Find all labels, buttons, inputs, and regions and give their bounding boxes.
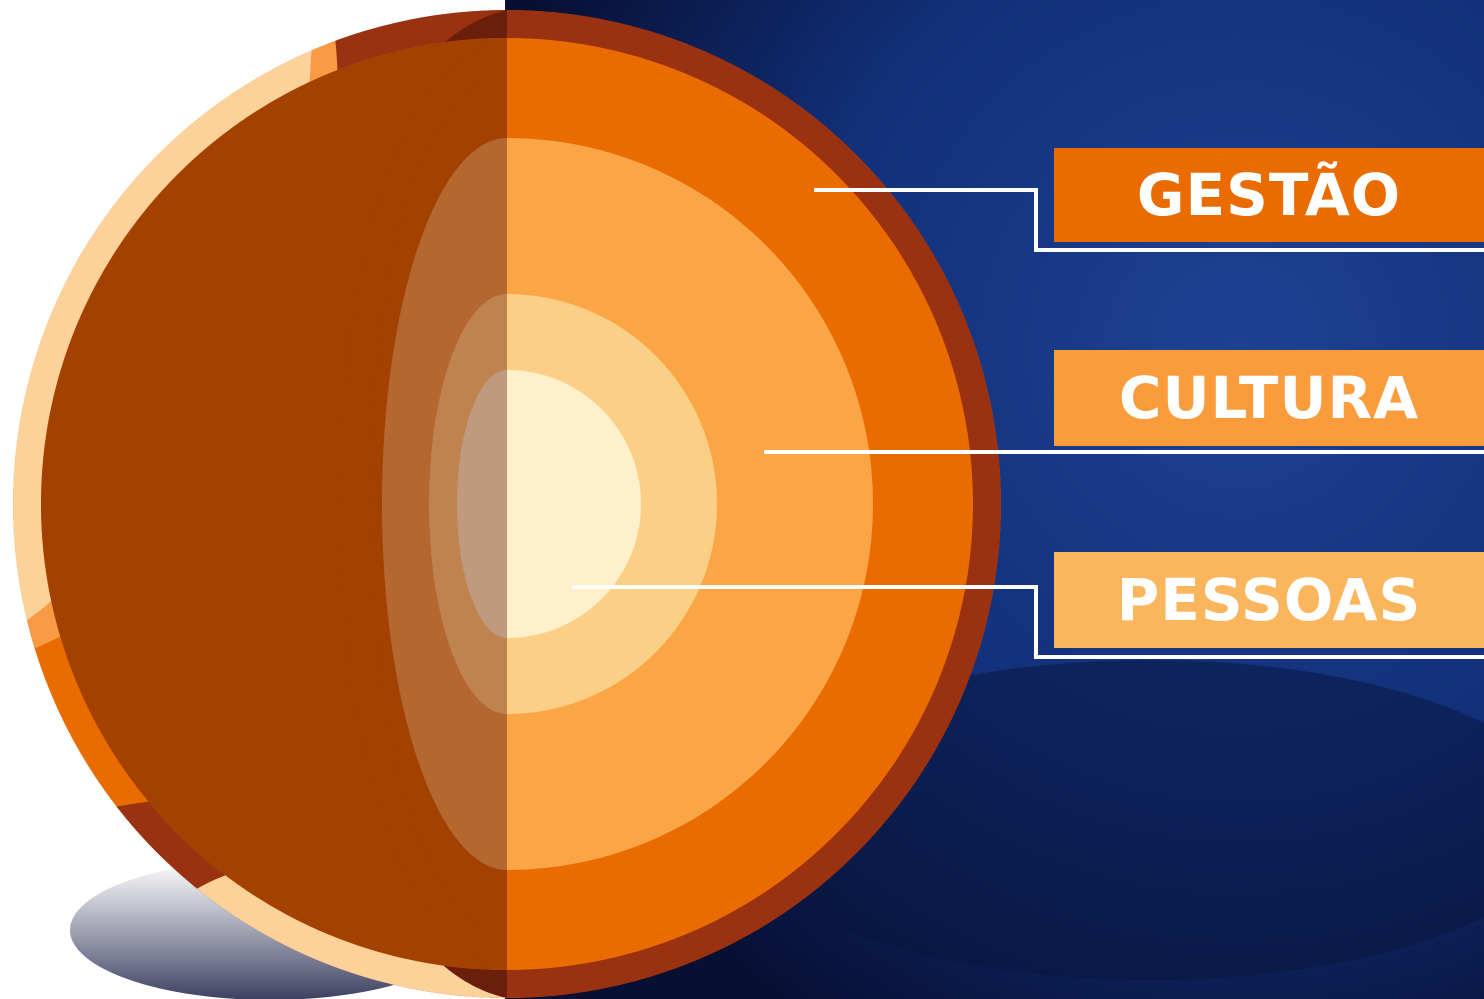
connector-pessoas xyxy=(572,585,1484,659)
label-cultura: CULTURA xyxy=(1054,350,1484,446)
label-pessoas: PESSOAS xyxy=(1054,552,1484,648)
section-shade-mantle xyxy=(41,38,507,970)
connector-lines xyxy=(572,188,1484,659)
section-left-edge xyxy=(340,38,507,970)
label-cultura-text: CULTURA xyxy=(1118,364,1420,432)
cross-section xyxy=(41,10,1001,998)
label-pessoas-text: PESSOAS xyxy=(1116,566,1422,634)
label-gestao: GESTÃO xyxy=(1054,148,1484,242)
section-shade-center xyxy=(457,370,507,638)
label-gestao-text: GESTÃO xyxy=(1136,161,1402,229)
surface-land-orange xyxy=(13,10,360,660)
connector-gestao xyxy=(814,188,1484,252)
